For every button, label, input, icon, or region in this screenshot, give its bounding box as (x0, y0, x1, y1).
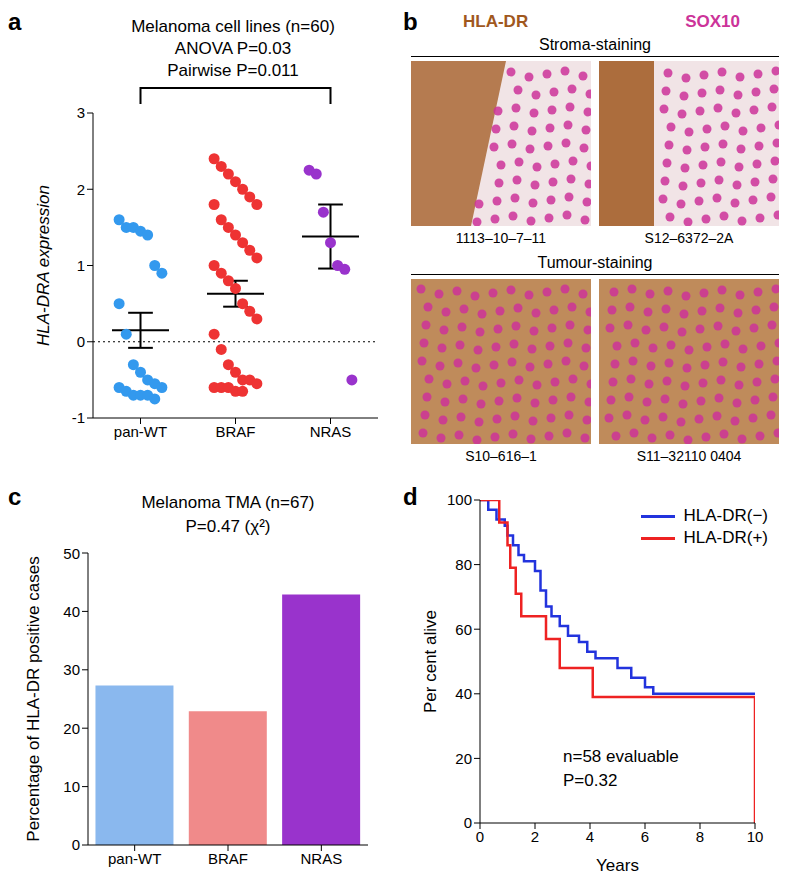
svg-text:3: 3 (77, 104, 85, 121)
html-text:HLA-DR(+): HLA-DR(+) (683, 528, 768, 547)
svg-text:2: 2 (531, 828, 539, 845)
html-text:HLA-DR: HLA-DR (463, 12, 529, 31)
svg-text:20: 20 (455, 750, 472, 767)
svg-text:10: 10 (63, 778, 80, 795)
svg-text:80: 80 (455, 556, 472, 573)
html-text:P=0.32: P=0.32 (563, 771, 618, 790)
html-text:Melanoma TMA (n=67): Melanoma TMA (n=67) (141, 493, 315, 512)
svg-text:pan-WT: pan-WT (108, 850, 161, 867)
html-text:SOX10: SOX10 (685, 12, 740, 31)
html-text:Melanoma cell lines (n=60): Melanoma cell lines (n=60) (131, 17, 335, 36)
svg-text:NRAS: NRAS (300, 850, 342, 867)
svg-text:20: 20 (63, 720, 80, 737)
svg-text:30: 30 (63, 661, 80, 678)
html-text:Pairwise P=0.011: Pairwise P=0.011 (167, 61, 299, 80)
html-text:S12–6372–2A: S12–6372–2A (644, 230, 734, 246)
html-text:P=0.47 (χ²): P=0.47 (χ²) (185, 517, 271, 536)
svg-text:0: 0 (476, 828, 484, 845)
html-text:Tumour-staining: Tumour-staining (537, 254, 653, 271)
svg-text:10: 10 (747, 828, 764, 845)
svg-text:Years: Years (596, 856, 639, 875)
html-text:b: b (403, 8, 418, 35)
svg-text:6: 6 (641, 828, 649, 845)
svg-text:0: 0 (72, 836, 80, 853)
svg-text:BRAF: BRAF (208, 850, 248, 867)
html-text:1113–10–7–11: 1113–10–7–11 (455, 230, 547, 246)
html-text:a: a (8, 8, 22, 35)
html-text:n=58 evaluable: n=58 evaluable (563, 747, 679, 766)
svg-text:4: 4 (586, 828, 594, 845)
html-text:HLA-DR(−): HLA-DR(−) (683, 506, 768, 525)
svg-text:2: 2 (77, 181, 85, 198)
svg-text:1: 1 (77, 257, 85, 274)
svg-text:50: 50 (63, 545, 80, 562)
html-text:ANOVA P=0.03: ANOVA P=0.03 (174, 39, 292, 58)
html-text:c: c (8, 483, 22, 510)
svg-text:HLA-DRA expression: HLA-DRA expression (34, 185, 53, 346)
svg-text:NRAS: NRAS (310, 423, 352, 440)
svg-text:BRAF: BRAF (215, 423, 255, 440)
svg-text:60: 60 (455, 621, 472, 638)
svg-text:pan-WT: pan-WT (114, 423, 167, 440)
svg-text:40: 40 (455, 685, 472, 702)
svg-text:Percentage of HLA-DR positive: Percentage of HLA-DR positive cases (24, 556, 43, 841)
svg-text:Per cent alive: Per cent alive (421, 610, 440, 713)
svg-text:0: 0 (464, 814, 472, 831)
svg-text:40: 40 (63, 603, 80, 620)
svg-text:-1: -1 (72, 409, 85, 426)
svg-text:8: 8 (696, 828, 704, 845)
html-text:S11–32110 0404: S11–32110 0404 (636, 448, 742, 464)
svg-text:100: 100 (447, 491, 472, 508)
html-text:d: d (403, 483, 418, 510)
html-text:Stroma-staining: Stroma-staining (539, 36, 651, 53)
svg-text:0: 0 (77, 333, 85, 350)
html-text:S10–616–1: S10–616–1 (465, 448, 537, 464)
